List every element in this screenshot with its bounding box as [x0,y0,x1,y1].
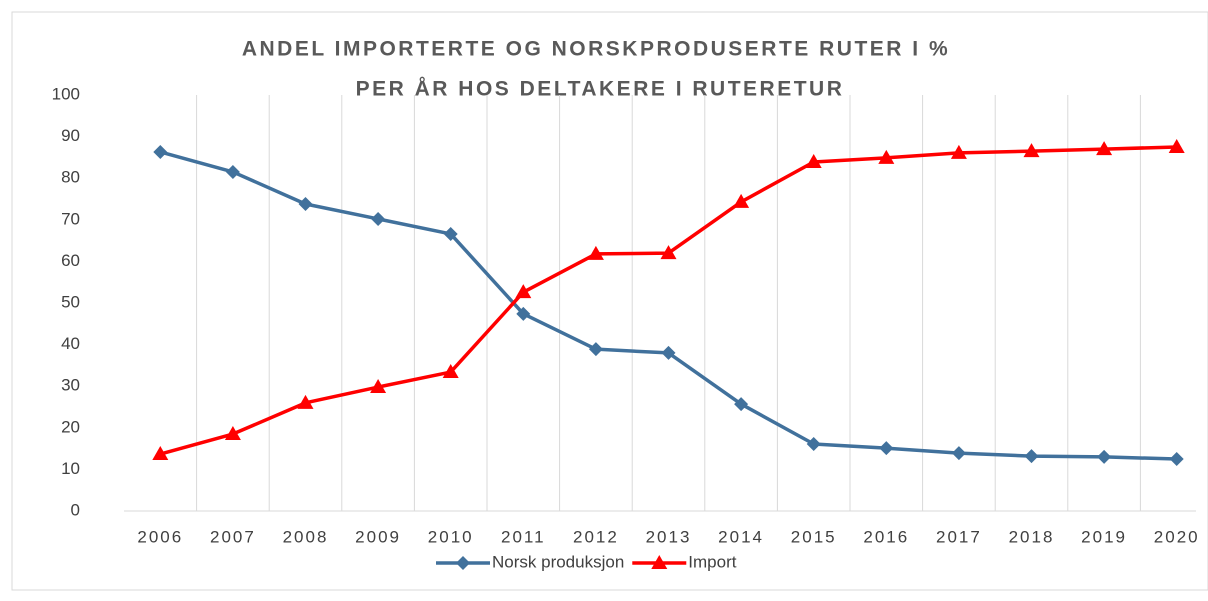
marker [1023,143,1040,158]
legend-label: Import [688,552,736,571]
marker [1169,452,1184,466]
y-tick-label: 100 [52,84,80,103]
x-tick-label: 2011 [501,527,546,546]
marker [878,149,895,164]
chart-frame [11,11,1208,591]
marker [371,211,386,226]
y-tick-label: 50 [61,292,80,311]
x-tick-label: 2009 [355,527,401,546]
y-tick-label: 90 [61,126,80,145]
marker [443,226,458,241]
y-tick-label: 60 [61,251,80,270]
marker [806,437,821,452]
marker [225,164,240,179]
x-tick-label: 2020 [1154,527,1200,546]
marker [456,556,470,570]
marker [951,446,966,461]
marker [152,446,169,461]
marker [588,342,603,357]
marker [370,379,387,394]
marker [660,245,677,260]
marker [651,555,668,569]
x-tick-label: 2006 [137,527,183,546]
x-tick-label: 2010 [428,527,474,546]
x-tick-label: 2012 [573,527,619,546]
y-tick-label: 70 [61,209,80,228]
marker [153,144,168,159]
x-tick-label: 2019 [1081,527,1127,546]
marker [661,345,676,360]
marker [297,394,314,409]
x-tick-label: 2016 [863,527,909,546]
legend-label: Norsk produksjon [492,552,624,571]
x-tick-label: 2013 [646,527,692,546]
marker [805,153,822,168]
x-tick-label: 2017 [936,527,982,546]
chart-title: PER ÅR HOS DELTAKERE I RUTERETUR [356,77,845,101]
marker [442,364,459,379]
y-tick-label: 30 [61,376,80,395]
marker [950,144,967,159]
chart-title: ANDEL IMPORTERTE OG NORSKPRODUSERTE RUTE… [242,38,950,61]
marker [1024,449,1039,464]
marker [733,193,750,208]
marker [734,397,749,412]
marker [515,284,532,299]
x-tick-label: 2007 [210,527,256,546]
marker [587,245,604,260]
x-tick-label: 2018 [1009,527,1055,546]
marker [879,441,894,456]
marker [516,306,531,321]
x-tick-label: 2014 [718,527,764,546]
x-tick-label: 2015 [791,527,837,546]
marker [224,426,241,441]
marker [298,196,313,211]
y-tick-label: 20 [61,417,80,436]
marker [1096,141,1113,156]
x-tick-label: 2008 [283,527,329,546]
marker [1097,449,1112,464]
y-tick-label: 40 [61,334,80,353]
y-tick-label: 10 [61,459,80,478]
marker [1168,139,1185,153]
y-tick-label: 80 [61,168,80,187]
y-tick-label: 0 [71,500,80,519]
